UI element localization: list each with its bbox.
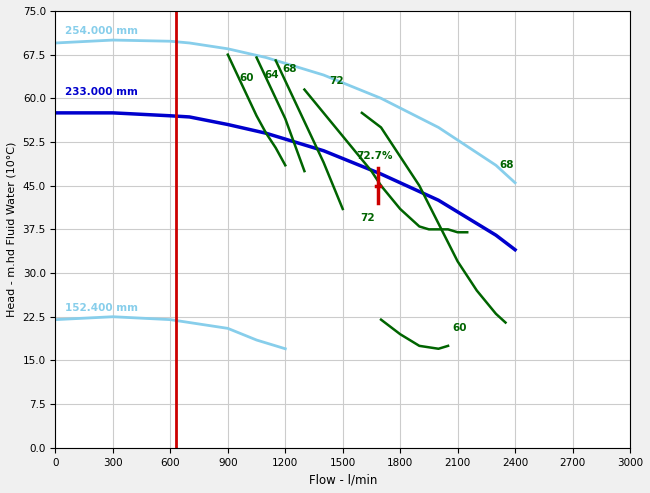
Text: 233.000 mm: 233.000 mm	[65, 87, 138, 98]
Text: 60: 60	[452, 323, 467, 333]
Text: 72.7%: 72.7%	[356, 151, 393, 162]
Text: 68: 68	[500, 160, 514, 170]
Text: 72: 72	[360, 212, 374, 223]
Text: 254.000 mm: 254.000 mm	[65, 26, 138, 36]
Text: 68: 68	[282, 64, 297, 74]
X-axis label: Flow - l/min: Flow - l/min	[309, 473, 377, 486]
Y-axis label: Head - m.hd Fluid Water (10°C): Head - m.hd Fluid Water (10°C)	[7, 141, 17, 317]
Text: 64: 64	[264, 70, 279, 80]
Text: 72: 72	[330, 76, 344, 86]
Text: 60: 60	[239, 73, 254, 83]
Text: 152.400 mm: 152.400 mm	[65, 303, 138, 313]
